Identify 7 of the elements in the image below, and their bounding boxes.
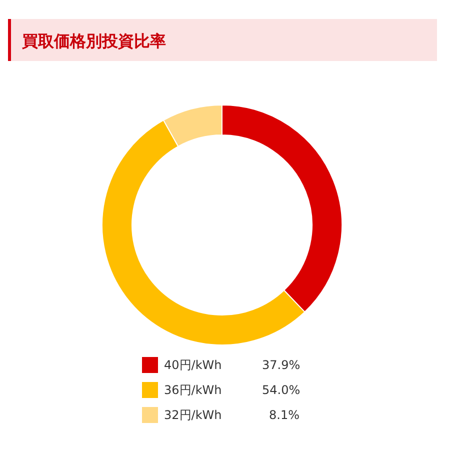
data-label: 37.9%: [262, 358, 300, 372]
data-label: 8.1%: [269, 408, 300, 422]
legend-label: 32円/kWh: [164, 408, 222, 422]
chart-title: 買取価格別投資比率: [21, 32, 166, 51]
legend-label: 40円/kWh: [164, 358, 222, 372]
legend-label: 36円/kWh: [164, 383, 222, 397]
data-label: 54.0%: [262, 383, 300, 397]
